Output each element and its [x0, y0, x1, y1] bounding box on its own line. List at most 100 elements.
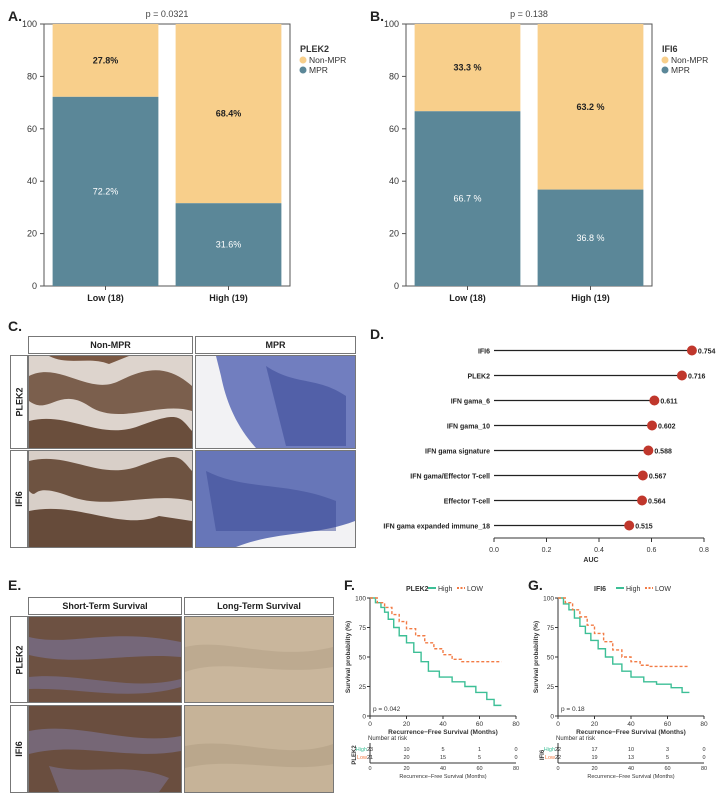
y-tick-label: 60 [27, 124, 37, 134]
risk-x-tick-label: 40 [628, 766, 634, 772]
y-tick-label: 20 [27, 229, 37, 239]
legend-label: LOW [467, 586, 483, 593]
lollipop-dot [676, 370, 687, 381]
x-tick-label: 0.8 [699, 547, 709, 554]
risk-x-axis-label: Recurrence−Free Survival (Months) [587, 774, 674, 780]
y-tick-label: 100 [22, 19, 37, 29]
y-tick-label: 40 [389, 176, 399, 186]
legend-swatch [661, 66, 669, 74]
x-axis-label: Recurrence−Free Survival (Months) [388, 729, 498, 736]
legend-label: MPR [309, 65, 328, 75]
ihc-image-light-stain [184, 616, 334, 703]
risk-value: 5 [441, 747, 444, 753]
auc-lollipop-chart: 0.0 0.2 0.4 0.6 0.8 AUC 0.754 IFI6 0.716 PLEK2 0.6… [383, 345, 716, 564]
risk-x-tick-label: 60 [664, 766, 670, 772]
bar-non-mpr [175, 24, 282, 204]
bar-label-non-mpr: 33.3 % [453, 63, 481, 73]
chart-title: p = 0.0321 [146, 9, 189, 19]
risk-x-tick-label: 0 [368, 766, 371, 772]
legend-label: Non-MPR [671, 55, 708, 65]
bar-mpr [414, 111, 521, 286]
risk-value: 13 [628, 755, 634, 761]
ihc-row-header: PLEK2 [10, 355, 28, 449]
x-tick-label: 0 [368, 721, 372, 728]
x-tick-label: 40 [439, 721, 447, 728]
km-curve-low [558, 597, 690, 668]
stacked-bar-chart-plek2: p = 0.0321 0 20 40 60 80 100 27.8% 72.2% Low (18)… [22, 9, 346, 303]
stacked-bar-chart-ifi6: p = 0.138 0 20 40 60 80 100 33.3 % 66.7 % Low (18… [384, 9, 708, 303]
auc-value-label: 0.602 [658, 424, 676, 431]
lollipop-dot [624, 520, 635, 531]
ihc-image-blue-stain [195, 450, 356, 548]
auc-value-label: 0.716 [688, 374, 706, 381]
risk-table-title: Number at risk [556, 736, 596, 742]
plot-frame [43, 23, 291, 287]
y-tick-label: 100 [384, 19, 399, 29]
risk-value: 20 [403, 755, 409, 761]
x-axis-label: AUC [583, 557, 598, 564]
ihc-image-brown-stain [28, 450, 193, 548]
risk-value: 15 [440, 755, 446, 761]
risk-x-tick-label: 20 [591, 766, 597, 772]
bar-label-non-mpr: 63.2 % [576, 102, 604, 112]
km-curve-high [558, 597, 690, 694]
legend-label: MPR [671, 65, 690, 75]
lollipop-dot [637, 495, 648, 506]
bar-mpr [175, 203, 282, 286]
feature-label: IFN gama expanded immune_18 [383, 524, 490, 531]
risk-strata-label: IFI6 [540, 749, 546, 760]
feature-label: Effector T-cell [444, 499, 490, 506]
km-title: IFI6 [594, 586, 606, 593]
bar-non-mpr [414, 24, 521, 112]
ihc-image-brown-stain [28, 355, 193, 449]
risk-value: 0 [514, 755, 517, 761]
legend-label: High [438, 586, 453, 593]
risk-value: 10 [628, 747, 634, 753]
feature-label: IFN gama signature [425, 449, 490, 456]
ihc-row-header: IFI6 [10, 705, 28, 793]
auc-value-label: 0.588 [654, 449, 672, 456]
auc-value-label: 0.611 [660, 399, 677, 406]
ihc-row-header: IFI6 [10, 450, 28, 548]
risk-x-tick-label: 20 [403, 766, 409, 772]
feature-label: IFN gama_10 [447, 424, 490, 431]
x-tick-label: 20 [591, 721, 599, 728]
km-curve-high [370, 597, 502, 707]
x-tick-label: 60 [664, 721, 672, 728]
bar-label-non-mpr: 68.4% [216, 109, 242, 119]
legend-label: LOW [655, 586, 671, 593]
bar-label-mpr: 66.7 % [453, 194, 481, 204]
x-tick-label: High (19) [209, 293, 248, 303]
risk-value: 1 [478, 747, 481, 753]
risk-value: 0 [514, 747, 517, 753]
risk-x-tick-label: 40 [440, 766, 446, 772]
y-tick-label: 25 [547, 684, 555, 691]
x-tick-label: 60 [476, 721, 484, 728]
bar-non-mpr [52, 24, 159, 97]
legend-swatch [661, 56, 669, 64]
lollipop-dot [649, 395, 660, 406]
auc-value-label: 0.515 [635, 524, 653, 531]
panel-letter-a: A. [8, 8, 22, 24]
x-tick-label: 80 [512, 721, 520, 728]
panel-letter-f: F. [344, 577, 355, 593]
p-value-label: p = 0.18 [561, 706, 585, 713]
bar-label-mpr: 36.8 % [576, 233, 604, 243]
y-tick-label: 25 [359, 684, 367, 691]
auc-value-label: 0.754 [698, 349, 716, 356]
bar-label-mpr: 72.2% [93, 186, 119, 196]
ihc-col-header: Short-Term Survival [28, 597, 182, 615]
ihc-image-light-stain [184, 705, 334, 793]
km-curve-low [370, 597, 502, 663]
x-tick-label: 20 [403, 721, 411, 728]
risk-value: 5 [666, 755, 669, 761]
ihc-col-header: MPR [195, 336, 356, 354]
ihc-col-header: Long-Term Survival [184, 597, 334, 615]
legend-label: High [626, 586, 641, 593]
legend-label: Non-MPR [309, 55, 346, 65]
lollipop-dot [637, 470, 648, 481]
ihc-image-brown-stain [28, 705, 182, 793]
risk-value: 10 [403, 747, 409, 753]
